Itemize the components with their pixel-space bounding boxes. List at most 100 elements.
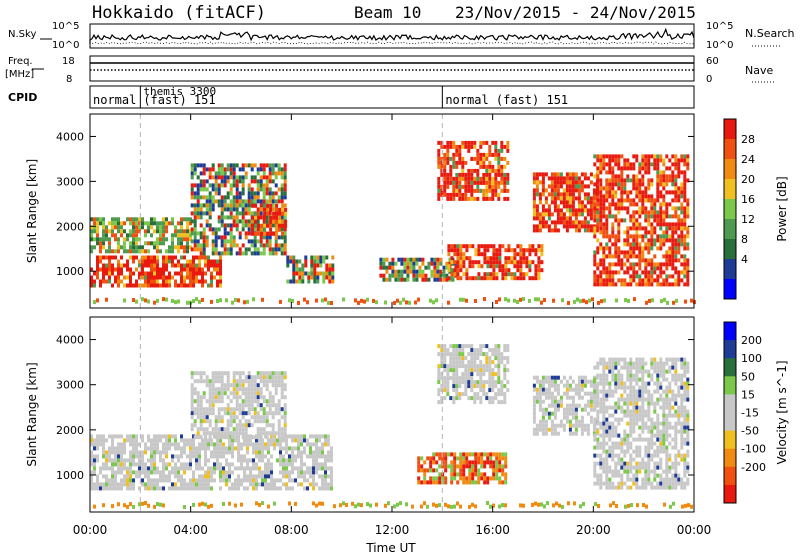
heatmap-cell (283, 251, 287, 256)
heatmap-cell (491, 192, 495, 197)
heatmap-cell (144, 466, 147, 471)
heatmap-cell (437, 164, 441, 169)
heatmap-cell (608, 389, 612, 394)
heatmap-cell (443, 188, 447, 193)
heatmap-cell (528, 298, 531, 303)
heatmap-cell (459, 460, 463, 465)
heatmap-cell (93, 229, 96, 234)
heatmap-cell (235, 379, 239, 384)
heatmap-cell (461, 196, 465, 201)
heatmap-cell (535, 172, 539, 177)
heatmap-cell (571, 224, 575, 229)
heatmap-cell (491, 380, 495, 385)
heatmap-cell (250, 415, 254, 420)
heatmap-cell (256, 431, 260, 436)
heatmap-cell (141, 225, 144, 230)
heatmap-cell (183, 438, 186, 443)
heatmap-cell (257, 215, 261, 220)
heatmap-cell (246, 486, 249, 491)
heatmap-cell (271, 247, 275, 252)
heatmap-cell (189, 482, 192, 487)
heatmap-cell (626, 226, 630, 231)
heatmap-cell (571, 379, 575, 384)
heatmap-cell (547, 403, 551, 408)
heatmap-cell (599, 477, 603, 482)
heatmap-cell (159, 241, 162, 246)
heatmap-cell (241, 227, 245, 232)
heatmap-cell (541, 216, 545, 221)
heatmap-cell (577, 375, 581, 380)
heatmap-cell (623, 381, 627, 386)
heatmap-cell (565, 411, 569, 416)
heatmap-cell (165, 442, 168, 447)
heatmap-cell (686, 206, 690, 211)
heatmap-cell (629, 246, 633, 251)
heatmap-cell (301, 279, 305, 284)
heatmap-cell (262, 383, 266, 388)
heatmap-cell (461, 156, 465, 161)
heatmap-cell (120, 450, 123, 455)
heatmap-cell (656, 166, 660, 171)
heatmap-cell (201, 466, 204, 471)
heatmap-cell (599, 278, 603, 283)
heatmap-cell (156, 267, 159, 272)
heatmap-cell (123, 237, 126, 242)
heatmap-cell (190, 371, 194, 376)
heatmap-cell (608, 202, 612, 207)
heatmap-cell (388, 277, 392, 282)
heatmap-cell (223, 235, 227, 240)
heatmap-cell (180, 233, 183, 238)
heatmap-cell (553, 180, 557, 185)
heatmap-cell (497, 380, 501, 385)
heatmap-cell (318, 486, 321, 491)
heatmap-cell (195, 297, 198, 302)
heatmap-cell (602, 254, 606, 259)
heatmap-cell (196, 191, 200, 196)
heatmap-cell (596, 429, 600, 434)
heatmap-cell (229, 391, 233, 396)
heatmap-cell (492, 268, 496, 273)
heatmap-cell (283, 387, 287, 392)
heatmap-cell (486, 248, 490, 253)
heatmap-cell (592, 395, 596, 400)
heatmap-cell (506, 380, 510, 385)
heatmap-cell (504, 272, 508, 277)
heatmap-cell (277, 167, 281, 172)
heatmap-cell (662, 214, 666, 219)
heatmap-cell (620, 485, 624, 490)
heatmap-cell (503, 156, 507, 161)
heatmap-cell (192, 255, 195, 260)
heatmap-cell (129, 466, 132, 471)
heatmap-cell (261, 297, 264, 302)
heatmap-cell (671, 266, 675, 271)
heatmap-cell (297, 438, 300, 443)
heatmap-cell (644, 242, 648, 247)
heatmap-cell (498, 468, 502, 473)
heatmap-cell (205, 379, 209, 384)
heatmap-cell (455, 352, 459, 357)
heatmap-cell (506, 388, 510, 393)
heatmap-cell (129, 470, 132, 475)
heatmap-cell (470, 168, 474, 173)
heatmap-cell (503, 176, 507, 181)
heatmap-cell (141, 267, 144, 272)
heatmap-cell (614, 469, 618, 474)
heatmap-cell (228, 478, 231, 483)
heatmap-cell (235, 423, 239, 428)
heatmap-cell (583, 403, 587, 408)
heatmap-cell (452, 356, 456, 361)
heatmap-cell (568, 176, 572, 181)
cpid-segment-text: normal (fast) 151 (445, 93, 568, 107)
heatmap-cell (577, 383, 581, 388)
heatmap-cell (226, 231, 230, 236)
heatmap-cell (617, 262, 621, 267)
heatmap-cell (238, 235, 242, 240)
heatmap-cell (241, 179, 245, 184)
heatmap-cell (602, 385, 606, 390)
heatmap-cell (211, 411, 215, 416)
heatmap-cell (427, 261, 431, 266)
heatmap-cell (556, 212, 560, 217)
heatmap-cell (665, 166, 669, 171)
heatmap-cell (102, 263, 105, 268)
heatmap-cell (605, 465, 609, 470)
